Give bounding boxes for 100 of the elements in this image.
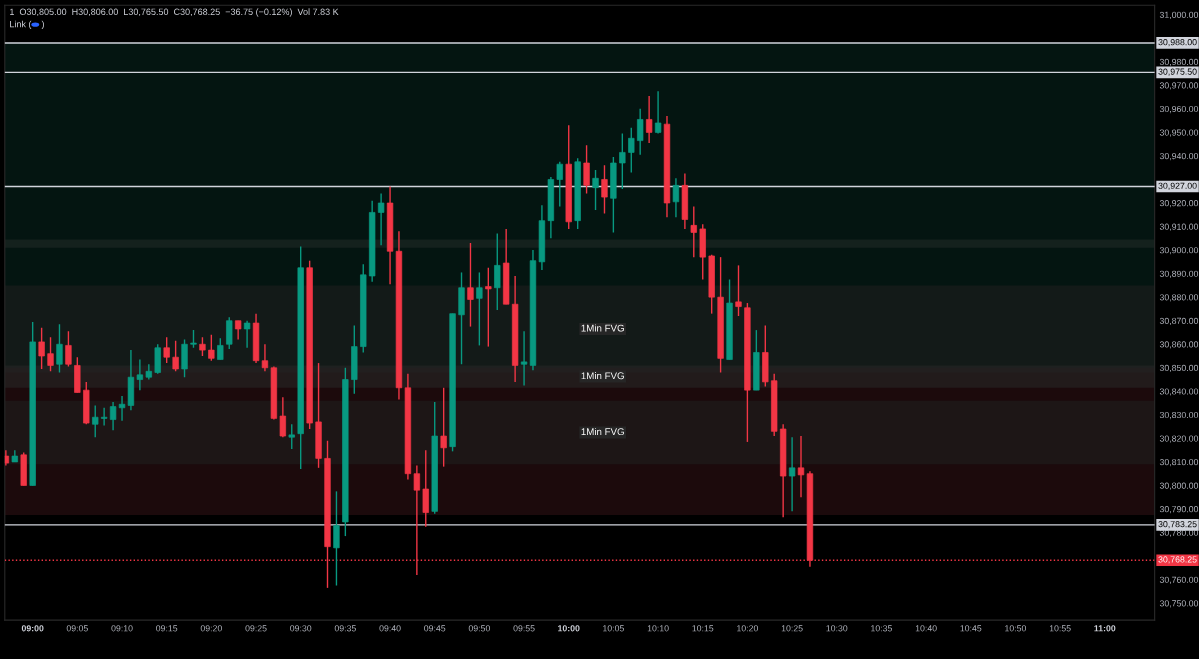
x-tick-label: 10:20 bbox=[737, 625, 758, 632]
y-tick-label: 30,850.00 bbox=[1159, 364, 1199, 373]
y-tick-label: 30,890.00 bbox=[1159, 270, 1199, 278]
y-tick-label: 30,780.00 bbox=[1159, 529, 1199, 537]
x-tick-label: 10:00 bbox=[558, 625, 580, 632]
x-tick-label: 10:25 bbox=[781, 625, 803, 632]
candlestick bbox=[163, 336, 170, 364]
ref-line-label: 30,975.50 bbox=[1158, 68, 1197, 76]
candlestick bbox=[118, 395, 126, 422]
candlestick bbox=[654, 90, 662, 135]
x-tick-label: 09:35 bbox=[334, 625, 356, 632]
candlestick bbox=[377, 192, 385, 247]
candlestick bbox=[199, 336, 206, 357]
x-tick-label: 09:45 bbox=[424, 625, 446, 632]
candlestick bbox=[601, 164, 608, 215]
y-tick-label: 30,880.00 bbox=[1159, 294, 1199, 302]
candlestick bbox=[333, 490, 340, 587]
candlestick bbox=[628, 126, 635, 174]
candlestick bbox=[440, 387, 447, 468]
candlestick bbox=[485, 267, 492, 348]
candlestick bbox=[467, 242, 474, 328]
y-tick-label: 30,960.00 bbox=[1159, 105, 1199, 114]
y-tick-label: 30,840.00 bbox=[1159, 388, 1199, 396]
candlestick bbox=[234, 320, 242, 341]
candlestick bbox=[243, 320, 251, 349]
candlestick bbox=[65, 330, 72, 368]
x-tick-label: 10:50 bbox=[1005, 625, 1027, 632]
x-tick-label: 09:20 bbox=[200, 625, 222, 632]
x-tick-label: 10:10 bbox=[647, 625, 669, 632]
candlestick bbox=[288, 423, 295, 450]
y-tick-label: 30,750.00 bbox=[1159, 600, 1199, 608]
candlestick bbox=[226, 316, 233, 350]
ref-line-label: 30,783.25 bbox=[1158, 521, 1197, 529]
x-tick-label: 09:00 bbox=[21, 625, 44, 632]
candlestick bbox=[208, 334, 215, 362]
x-tick-label: 11:00 bbox=[1094, 625, 1116, 632]
candlestick bbox=[556, 161, 563, 208]
y-tick-label: 30,910.00 bbox=[1159, 223, 1199, 231]
x-tick-label: 10:30 bbox=[826, 625, 848, 632]
candlestick bbox=[217, 337, 224, 361]
x-tick-label: 09:30 bbox=[290, 625, 312, 632]
candlestick bbox=[422, 449, 429, 528]
candlestick bbox=[100, 407, 108, 427]
y-tick-label: 30,900.00 bbox=[1159, 247, 1199, 255]
candlestick bbox=[56, 323, 63, 374]
x-tick-label: 09:55 bbox=[513, 625, 535, 632]
candlestick bbox=[279, 396, 287, 438]
y-tick-label: 30,830.00 bbox=[1159, 411, 1199, 420]
candlestick bbox=[637, 108, 644, 156]
candlestick bbox=[494, 232, 501, 311]
band-label: 1Min FVG bbox=[581, 427, 624, 436]
candlestick bbox=[690, 205, 697, 258]
y-tick-label: 30,810.00 bbox=[1159, 459, 1199, 467]
candlestick bbox=[47, 336, 54, 373]
y-tick-label: 30,860.00 bbox=[1159, 341, 1199, 349]
candlestick bbox=[592, 169, 599, 211]
candlestick bbox=[520, 330, 528, 387]
y-tick-label: 30,790.00 bbox=[1159, 506, 1199, 514]
candlestick bbox=[38, 327, 45, 370]
candlestick bbox=[109, 401, 117, 431]
candlestick bbox=[92, 404, 99, 438]
band-label: 1Min FVG bbox=[581, 372, 624, 380]
x-tick-label: 10:15 bbox=[692, 625, 714, 632]
candlestick bbox=[735, 264, 742, 317]
chart-title: 1 O30,805.00 H30,806.00 L30,765.50 C30,768.25 −36.75 (−0.12%) Vol 7.83 K bbox=[10, 8, 339, 17]
x-tick-label: 09:15 bbox=[156, 625, 178, 632]
y-tick-label: 30,980.00 bbox=[1159, 58, 1199, 67]
x-tick-label: 09:05 bbox=[66, 625, 88, 632]
candlestick bbox=[672, 177, 680, 218]
x-tick-label: 09:50 bbox=[468, 625, 490, 632]
x-tick-label: 10:55 bbox=[1049, 625, 1071, 632]
candlestick bbox=[788, 436, 796, 513]
y-tick-label: 30,970.00 bbox=[1159, 82, 1199, 90]
x-tick-label: 10:35 bbox=[871, 625, 892, 632]
x-tick-label: 10:45 bbox=[960, 625, 982, 632]
y-tick-label: 30,940.00 bbox=[1159, 152, 1199, 161]
candlestick bbox=[136, 358, 144, 391]
y-tick-label: 30,800.00 bbox=[1159, 482, 1199, 490]
y-tick-label: 31,000.00 bbox=[1159, 11, 1199, 19]
ref-line-label: 30,988.00 bbox=[1158, 39, 1197, 47]
candlestick bbox=[583, 144, 590, 195]
x-tick-label: 10:05 bbox=[603, 625, 624, 632]
candlestick bbox=[476, 271, 483, 347]
x-tick-label: 09:10 bbox=[111, 625, 133, 632]
x-tick-label: 10:40 bbox=[915, 625, 937, 632]
candlestick bbox=[619, 132, 626, 190]
y-tick-label: 30,920.00 bbox=[1159, 200, 1199, 208]
candlestick bbox=[645, 95, 653, 144]
candlestick bbox=[797, 435, 805, 498]
ref-line-label: 30,927.00 bbox=[1158, 182, 1197, 190]
y-tick-label: 30,950.00 bbox=[1159, 129, 1199, 137]
band-label: 1Min FVG bbox=[581, 324, 624, 332]
y-tick-label: 30,870.00 bbox=[1159, 317, 1199, 325]
y-tick-label: 30,820.00 bbox=[1159, 435, 1199, 443]
candlestick bbox=[172, 340, 179, 373]
ref-line-label: 30,768.25 bbox=[1158, 556, 1197, 564]
x-tick-label: 09:25 bbox=[245, 625, 267, 632]
y-tick-label: 30,760.00 bbox=[1159, 576, 1199, 584]
annotation: Link ( ) bbox=[10, 20, 44, 30]
x-tick-label: 09:40 bbox=[379, 625, 401, 632]
